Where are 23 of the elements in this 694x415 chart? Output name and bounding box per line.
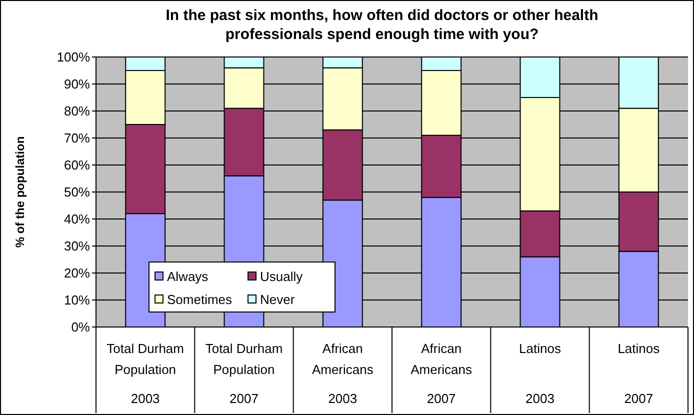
y-tick-label: 10% (64, 292, 90, 308)
y-tick-label: 30% (64, 238, 90, 254)
category-label: Latinos 2003 (519, 341, 561, 406)
y-tick-label: 90% (64, 76, 90, 92)
y-tick-label: 20% (64, 266, 90, 280)
y-axis-title: % of the population (13, 136, 27, 248)
y-tick-label: 60% (64, 158, 90, 172)
x-tick-label: African Americans 2007 (410, 341, 473, 406)
legend-label: Always (167, 269, 209, 284)
legend-label: Sometimes (167, 292, 233, 307)
x-tick-label: Total Durham Population 2007 (205, 341, 283, 406)
y-tick-label: 40% (64, 212, 90, 226)
y-tick-label: 100% (56, 50, 90, 64)
y-tick-label: 0% (71, 320, 90, 334)
y-tick-label: 70% (64, 130, 90, 146)
x-tick-label: Total Durham Population 2003 (106, 341, 184, 406)
x-tick-label: African Americans 2003 (312, 341, 374, 406)
legend-label: Usually (260, 269, 304, 284)
y-tick-label: 50% (64, 184, 90, 200)
legend-label: Never (260, 292, 296, 307)
chart-title: In the past six months, how often did doctors or other health professionals spend enough time with you? (166, 7, 598, 43)
y-tick-label: 80% (64, 104, 90, 118)
category-label: Latinos 2007 (618, 341, 660, 406)
